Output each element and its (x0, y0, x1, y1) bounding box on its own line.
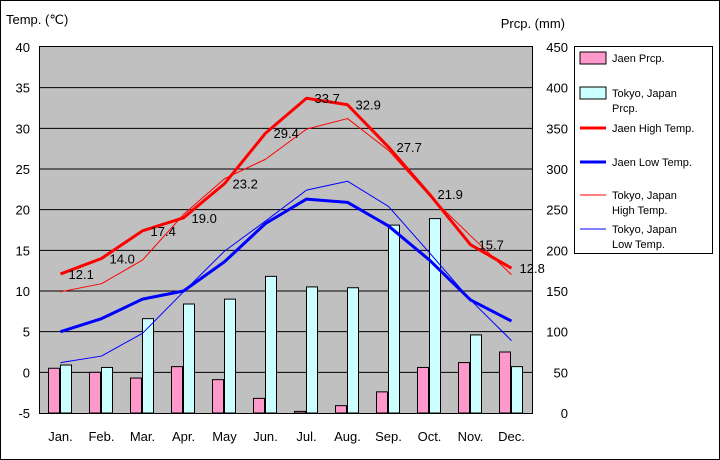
bar-tokyo-prcp (183, 303, 195, 414)
y-axis-left-label: Temp. (℃) (6, 12, 68, 27)
y-left-tick-label: 40 (16, 40, 30, 55)
legend-swatch (579, 86, 607, 100)
data-labels: 12.1 14.0 17.4 19.0 23.2 29.4 33.7 32.9 27.7 21.9… (69, 91, 545, 282)
x-tick-label: Dec. (498, 429, 525, 444)
x-tick-label: Mar. (130, 429, 155, 444)
bar-tokyo-prcp (101, 366, 113, 414)
data-label: 21.9 (438, 187, 463, 202)
bar-jaen-prcp (253, 397, 265, 414)
legend-label: Jaen Low Temp. (612, 157, 692, 169)
legend-label: Tokyo, Japan Prcp. (612, 88, 677, 115)
bar-series (48, 218, 523, 414)
x-tick-label: Jan. (48, 429, 73, 444)
legend-label: Jaen Prcp. (612, 53, 665, 65)
bar-tokyo-prcp (470, 334, 482, 414)
bar-jaen-prcp (335, 405, 347, 414)
y-left-tick-label: 5 (23, 325, 30, 340)
bar-tokyo-prcp (224, 298, 236, 414)
x-tick-label: Jul. (296, 429, 316, 444)
y-left-tick-label: 15 (16, 243, 30, 258)
data-label: 12.8 (520, 261, 545, 276)
legend-label-line: Low Temp. (612, 239, 665, 251)
data-label: 17.4 (151, 224, 176, 239)
x-tick-label: Feb. (88, 429, 114, 444)
legend-box (574, 46, 713, 254)
legend-label: Tokyo, Japan High Temp. (612, 190, 677, 217)
x-tick-label: Apr. (172, 429, 195, 444)
bar-jaen-prcp (376, 391, 388, 414)
plot-area (39, 46, 533, 414)
bar-jaen-prcp (89, 371, 101, 414)
bar-tokyo-prcp (388, 224, 400, 414)
bar-jaen-prcp (48, 367, 60, 414)
bar-jaen-prcp (499, 351, 511, 414)
y-left-tick-label: 20 (16, 203, 30, 218)
legend-swatch (579, 51, 607, 65)
data-label: 19.0 (192, 211, 217, 226)
y-right-tick-label: 0 (561, 406, 568, 421)
y-right-tick-label: 400 (546, 81, 568, 96)
bar-jaen-prcp (294, 410, 306, 414)
bar-tokyo-prcp (60, 364, 72, 414)
y-right-tick-label: 50 (554, 365, 568, 380)
y-left-tick-label: 25 (16, 162, 30, 177)
x-tick-label: Aug. (334, 429, 361, 444)
axis-ticks: 4035302520151050-54504003503002502001501… (16, 40, 568, 444)
y-right-tick-label: 350 (546, 121, 568, 136)
legend-label-line: Prcp. (612, 103, 638, 115)
bar-tokyo-prcp (347, 287, 359, 414)
bar-tokyo-prcp (429, 218, 441, 414)
bar-tokyo-prcp (511, 366, 523, 414)
x-tick-label: Sep. (375, 429, 402, 444)
line-jaen-high-temp- (59, 96, 513, 276)
y-right-tick-label: 250 (546, 203, 568, 218)
line-tokyo-japan-low-temp- (60, 180, 512, 364)
legend-label-line: High Temp. (612, 205, 667, 217)
data-label: 12.1 (69, 267, 94, 282)
data-label: 14.0 (110, 251, 135, 266)
x-tick-label: Jun. (253, 429, 278, 444)
data-label: 15.7 (479, 238, 504, 253)
line-series (59, 96, 513, 364)
bar-tokyo-prcp (306, 286, 318, 414)
y-left-tick-label: 0 (23, 365, 30, 380)
grid-lines (40, 87, 532, 373)
x-tick-label: May (212, 429, 237, 444)
legend-label-line: Tokyo, Japan (612, 224, 677, 236)
bar-jaen-prcp (458, 362, 470, 414)
y-right-tick-label: 150 (546, 284, 568, 299)
data-label: 33.7 (315, 91, 340, 106)
legend: Jaen Prcp. Tokyo, Japan Prcp. Jaen High Tem… (579, 51, 694, 251)
legend-label-line: Tokyo, Japan (612, 190, 677, 202)
bar-tokyo-prcp (142, 318, 154, 414)
y-right-tick-label: 450 (546, 40, 568, 55)
y-axis-right-label: Prcp. (mm) (501, 16, 565, 31)
legend-label-line: Tokyo, Japan (612, 88, 677, 100)
bar-jaen-prcp (130, 377, 142, 414)
data-label: 23.2 (233, 177, 258, 192)
y-left-tick-label: -5 (18, 406, 30, 421)
bar-tokyo-prcp (265, 275, 277, 414)
y-right-tick-label: 200 (546, 243, 568, 258)
bar-jaen-prcp (171, 366, 183, 414)
data-label: 27.7 (397, 140, 422, 155)
y-left-tick-label: 10 (16, 284, 30, 299)
data-label: 29.4 (274, 126, 299, 141)
data-label: 32.9 (356, 98, 381, 113)
x-tick-label: Oct. (418, 429, 442, 444)
y-right-tick-label: 300 (546, 162, 568, 177)
legend-label: Jaen High Temp. (612, 123, 694, 135)
y-left-tick-label: 30 (16, 121, 30, 136)
bar-jaen-prcp (417, 366, 429, 414)
line-jaen-low-temp- (60, 197, 513, 334)
bar-jaen-prcp (212, 379, 224, 414)
x-tick-label: Nov. (458, 429, 484, 444)
y-right-tick-label: 100 (546, 325, 568, 340)
legend-label: Tokyo, Japan Low Temp. (612, 224, 677, 251)
y-left-tick-label: 35 (16, 81, 30, 96)
